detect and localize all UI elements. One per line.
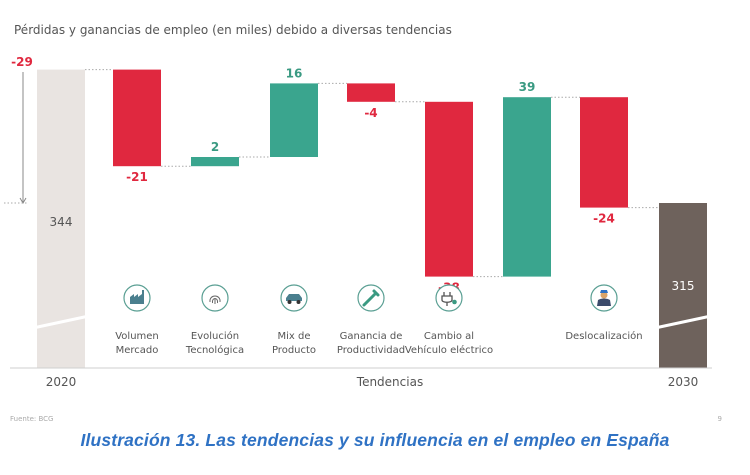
axis-break-2030 [654,314,712,330]
x-axis-title: Tendencias [356,375,423,389]
category-label-step-7-line-1: Deslocalización [565,330,642,342]
value-label-step-4: -4 [364,106,377,120]
bar-step-2 [191,157,239,167]
connectors-layer [4,69,659,278]
worker-icon-helmet [600,290,608,293]
page-number: 9 [718,415,722,423]
value-label-2020: 344 [50,215,73,229]
bar-step-6 [503,97,551,277]
ev-plug-icon-shape [441,292,453,306]
category-label-step-3-line-2: Producto [272,345,316,356]
value-label-step-2: 2 [211,140,219,154]
ev-plug-icon [435,284,463,312]
category-label-step-5-line-2: Vehículo eléctrico [405,344,493,356]
wrench-icon-shape [362,289,380,307]
value-label-step-6: 39 [519,80,536,94]
icons-layer [123,284,618,312]
value-label-2030: 315 [672,279,695,293]
car-icon [280,284,308,312]
category-label-2020: 2020 [46,375,77,389]
axis-break-2020 [32,314,90,330]
bar-step-1 [113,69,161,167]
category-label-step-4-line-2: Productividad [337,345,405,356]
bar-2030 [659,203,707,368]
fingerprint-icon [201,284,229,312]
bars-layer [32,69,712,368]
chart-title: Pérdidas y ganancias de empleo (en miles… [14,23,452,37]
value-label-step-3: 16 [286,66,303,80]
fingerprint-icon-shape [209,295,221,304]
category-label-step-1-line-2: Mercado [116,345,159,356]
worker-icon [590,284,618,312]
ev-plug-icon-ring [435,284,463,312]
bar-step-7 [580,97,628,208]
value-label-step-7: -24 [593,212,615,226]
car-icon-wheel-right [296,300,301,304]
worker-icon-head [600,291,608,299]
factory-icon-shape [130,290,144,304]
category-label-step-5-line-1: Cambio al [424,331,474,342]
bar-step-4 [347,83,395,102]
category-label-step-4-line-1: Ganancia de [340,331,403,342]
car-icon-body [286,294,302,301]
total-change-label: -29 [11,55,33,69]
wrench-icon [357,284,385,312]
figure-caption: Ilustración 13. Las tendencias y su infl… [80,430,670,450]
worker-icon-body [597,298,611,306]
bar-step-3 [270,83,318,157]
category-label-step-3-line-1: Mix de [277,331,310,342]
car-icon-wheel-left [287,300,292,304]
labels-layer: 344 2020 315 2030 -29 -21 Volumen Mercado 2 Evolu… [11,55,698,389]
value-label-step-1: -21 [126,170,148,184]
category-label-2030: 2030 [668,375,699,389]
bar-step-5 [425,101,473,277]
category-label-step-1-line-1: Volumen [115,331,159,342]
source-note: Fuente: BCG [10,415,53,423]
factory-icon [123,284,151,312]
ev-plug-icon-dot [452,299,457,305]
category-label-step-2-line-1: Evolución [191,330,239,342]
category-label-step-2-line-2: Tecnológica [185,344,244,356]
